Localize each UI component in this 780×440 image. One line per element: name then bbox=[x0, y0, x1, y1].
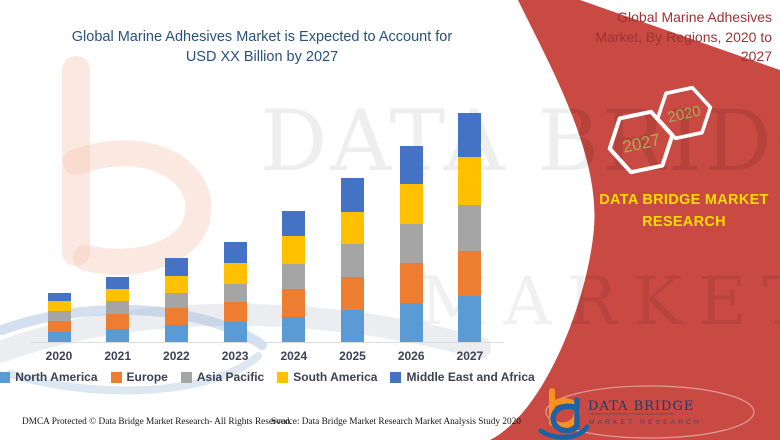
banner-heading: Global Marine Adhesives Market, By Regio… bbox=[595, 9, 772, 65]
bar-segment-south-america bbox=[106, 289, 130, 301]
bar-segment-asia-pacific bbox=[47, 311, 71, 321]
legend-item-europe: Europe bbox=[110, 370, 168, 384]
x-axis-label-2024: 2024 bbox=[280, 349, 308, 363]
company-logo: DATA BRIDGE MARKET RESEARCH bbox=[538, 385, 755, 440]
bar-segment-north-america bbox=[164, 325, 188, 342]
bar-segment-south-america bbox=[341, 212, 364, 244]
logo-underline bbox=[588, 413, 674, 415]
x-axis-label-2023: 2023 bbox=[221, 349, 249, 363]
brand-name-text: DATA BRIDGE MARKET RESEARCH bbox=[599, 192, 769, 230]
bar-segment-middle-east-and-africa bbox=[282, 211, 306, 236]
bar-segment-north-america bbox=[458, 296, 482, 342]
bar-segment-asia-pacific bbox=[106, 301, 130, 314]
bar-2026 bbox=[399, 146, 423, 342]
legend-item-middle-east-and-africa: Middle East and Africa bbox=[390, 370, 535, 384]
legend-item-asia-pacific: Asia Pacific bbox=[180, 370, 265, 384]
bar-2024 bbox=[282, 211, 306, 342]
bar-segment-asia-pacific bbox=[223, 284, 247, 302]
watermark-line1-on-band: DATA BRIDGE bbox=[260, 92, 780, 190]
bar-2021 bbox=[106, 277, 130, 342]
legend-swatch bbox=[277, 371, 289, 383]
bar-segment-europe bbox=[164, 308, 188, 325]
bar-segment-europe bbox=[223, 302, 247, 322]
bar-segment-middle-east-and-africa bbox=[458, 113, 482, 157]
logo-mark-icon bbox=[538, 388, 590, 440]
bar-segment-south-america bbox=[164, 276, 188, 293]
legend-swatch bbox=[110, 371, 122, 383]
bar-segment-south-america bbox=[47, 301, 71, 311]
bar-segment-south-america bbox=[458, 157, 482, 205]
page-title: Global Marine Adhesives Market is Expect… bbox=[71, 29, 453, 65]
legend-swatch bbox=[180, 371, 192, 383]
x-axis-label-2027: 2027 bbox=[456, 349, 484, 363]
bar-2027 bbox=[458, 113, 482, 342]
bar-segment-europe bbox=[399, 263, 423, 303]
hexagon-2020-label: 2020 bbox=[666, 103, 702, 127]
legend-swatch bbox=[390, 371, 402, 383]
bar-segment-south-america bbox=[282, 236, 306, 264]
x-axis-line bbox=[30, 342, 504, 343]
legend-label: South America bbox=[293, 370, 378, 384]
bar-segment-asia-pacific bbox=[164, 293, 188, 308]
bar-segment-asia-pacific bbox=[282, 264, 306, 289]
bar-segment-middle-east-and-africa bbox=[223, 242, 247, 263]
bar-2022 bbox=[164, 258, 188, 342]
bar-segment-south-america bbox=[223, 263, 247, 284]
bar-segment-north-america bbox=[223, 322, 247, 342]
bar-segment-middle-east-and-africa bbox=[399, 146, 423, 184]
bar-segment-asia-pacific bbox=[399, 224, 423, 263]
bar-2023 bbox=[223, 242, 247, 342]
bar-segment-middle-east-and-africa bbox=[47, 293, 71, 301]
bar-segment-asia-pacific bbox=[458, 205, 482, 251]
bar-2025 bbox=[341, 178, 364, 342]
footer-source: Source: Data Bridge Market Research Mark… bbox=[271, 417, 521, 427]
logo-ellipse bbox=[545, 385, 755, 439]
plot-area bbox=[30, 88, 505, 342]
bar-segment-north-america bbox=[399, 303, 423, 342]
x-axis-label-2025: 2025 bbox=[339, 349, 366, 363]
x-axis-label-2022: 2022 bbox=[163, 349, 190, 363]
red-band-shape bbox=[490, 0, 780, 440]
bar-segment-north-america bbox=[282, 317, 306, 342]
x-axis-label-2026: 2026 bbox=[397, 349, 425, 363]
legend-label: North America bbox=[15, 370, 98, 384]
legend-item-north-america: North America bbox=[0, 370, 98, 384]
logo-subtitle: MARKET RESEARCH bbox=[589, 419, 702, 426]
legend-swatch bbox=[0, 371, 11, 383]
bar-segment-europe bbox=[282, 289, 306, 317]
legend-label: Europe bbox=[126, 370, 168, 384]
bar-segment-north-america bbox=[47, 332, 71, 342]
logo-title: DATA BRIDGE bbox=[588, 399, 694, 414]
hexagon-2027-outline bbox=[607, 109, 675, 175]
bar-segment-north-america bbox=[341, 310, 364, 342]
watermark-line2-on-band: MARKET RESEARCH bbox=[420, 263, 780, 340]
footer-copyright: DMCA Protected © Data Bridge Market Rese… bbox=[22, 417, 292, 427]
bar-segment-europe bbox=[341, 277, 364, 310]
bar-segment-europe bbox=[106, 314, 130, 329]
chart-legend: North America Europe Asia Pacific South Ame… bbox=[0, 368, 535, 386]
bar-segment-north-america bbox=[106, 329, 130, 342]
x-axis-labels: 2020 2021 2022 2023 2024 2025 2026 2027 bbox=[30, 349, 505, 365]
legend-item-south-america: South America bbox=[277, 370, 377, 384]
bar-segment-middle-east-and-africa bbox=[164, 258, 188, 276]
x-axis-label-2020: 2020 bbox=[45, 349, 73, 363]
bar-segment-middle-east-and-africa bbox=[106, 277, 130, 289]
legend-label: Middle East and Africa bbox=[406, 370, 535, 384]
bar-segment-europe bbox=[47, 321, 71, 332]
bar-2020 bbox=[47, 293, 71, 342]
bar-segment-south-america bbox=[399, 184, 423, 224]
x-axis-label-2021: 2021 bbox=[104, 349, 132, 363]
bar-segment-middle-east-and-africa bbox=[341, 178, 364, 212]
bar-segment-asia-pacific bbox=[341, 244, 364, 277]
bar-segment-europe bbox=[458, 251, 482, 296]
legend-label: Asia Pacific bbox=[196, 370, 265, 384]
